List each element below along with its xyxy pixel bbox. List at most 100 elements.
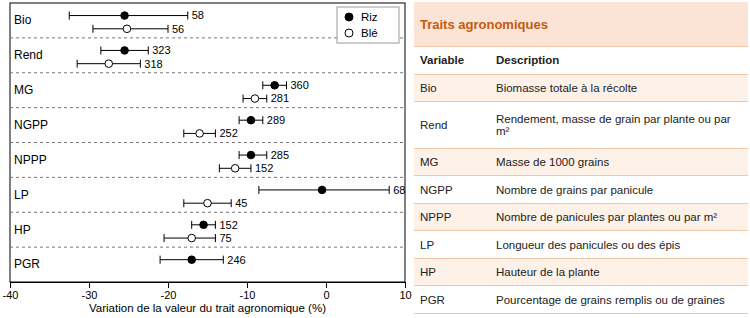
category-label: HP [14, 223, 31, 237]
n-label: 152 [219, 219, 237, 231]
dot [231, 165, 239, 173]
dot [188, 256, 196, 264]
error-cap [266, 151, 267, 159]
error-cap [250, 164, 251, 172]
x-tick-label: 10 [399, 289, 411, 301]
dot [123, 25, 131, 33]
n-label: 68 [393, 184, 405, 196]
variable-cell: Bio [414, 74, 490, 102]
n-label: 323 [152, 44, 170, 56]
x-tick-label: -20 [161, 289, 177, 301]
error-cap [100, 46, 101, 54]
n-label: 246 [227, 254, 245, 266]
table-row: LPLongueur des panicules ou des épis [414, 231, 748, 259]
description-cell: Longueur des panicules ou des épis [490, 231, 748, 259]
x-tick: -20 [161, 282, 177, 301]
table-title: Traits agronomiques [414, 2, 748, 47]
x-tick-label: 0 [323, 289, 329, 301]
table-row: MGMasse de 1000 grains [414, 148, 748, 176]
plot-frame [10, 3, 405, 282]
x-tick: 10 [399, 282, 411, 301]
x-tick-mark [405, 282, 406, 288]
n-label: 281 [271, 92, 289, 104]
error-cap [215, 129, 216, 137]
n-label: 58 [192, 9, 204, 21]
x-tick-mark [10, 282, 11, 288]
x-tick-label: -10 [240, 289, 256, 301]
n-label: 252 [219, 127, 237, 139]
error-cap [215, 221, 216, 229]
separator [10, 212, 405, 213]
category-label: NPPP [14, 153, 47, 167]
error-cap [266, 95, 267, 103]
variable-cell: Rend [414, 102, 490, 149]
error-cap [243, 95, 244, 103]
description-cell: Nombre de grains par panicule [490, 176, 748, 204]
error-cap [239, 151, 240, 159]
error-cap [92, 25, 93, 33]
n-label: 152 [255, 162, 273, 174]
dot [318, 186, 326, 194]
legend-label: Blé [361, 27, 378, 39]
x-axis-line [11, 282, 406, 283]
description-cell: Nombre de panicules par plantes ou par m… [490, 203, 748, 231]
x-tick: -40 [3, 282, 19, 301]
error-cap [262, 81, 263, 89]
column-header: Description [490, 47, 748, 75]
category-label: PGR [14, 257, 40, 271]
dot [251, 95, 259, 103]
x-tick-label: -30 [82, 289, 98, 301]
error-cap [219, 164, 220, 172]
variable-cell: NGPP [414, 176, 490, 204]
series-1 [77, 25, 267, 242]
error-cap [262, 116, 263, 124]
y-tick: MG [14, 83, 33, 97]
description-cell: Hauteur de la plante [490, 258, 748, 286]
error-cap [258, 186, 259, 194]
error-cap [148, 46, 149, 54]
traits-table: Traits agronomiquesVariableDescriptionBi… [414, 2, 748, 314]
table-row: BioBiomasse totale à la récolte [414, 74, 748, 102]
y-tick: HP [14, 223, 31, 237]
error-cap [168, 25, 169, 33]
n-label: 75 [219, 232, 231, 244]
y-tick: NGPP [14, 118, 48, 132]
table-header-row: VariableDescription [414, 47, 748, 75]
n-labels: 5832336028928568152246563182812521524575 [144, 9, 405, 265]
table-title-row: Traits agronomiques [414, 2, 748, 47]
description-cell: Masse de 1000 grains [490, 148, 748, 176]
separator [10, 72, 405, 73]
error-cap [164, 234, 165, 242]
category-label: Rend [14, 48, 43, 62]
x-tick: -10 [240, 282, 256, 301]
dot [247, 116, 255, 124]
error-cap [183, 129, 184, 137]
legend-label: Riz [361, 11, 378, 23]
error-cap [239, 116, 240, 124]
x-tick-label: -40 [3, 289, 19, 301]
variable-cell: LP [414, 231, 490, 259]
error-cap [160, 256, 161, 264]
n-label: 56 [172, 23, 184, 35]
y-axis: BioRendMGNGPPNPPPLPHPPGR [14, 13, 48, 271]
x-tick-mark [89, 282, 90, 288]
y-tick: Bio [14, 13, 32, 27]
category-label: NGPP [14, 118, 48, 132]
x-tick: 0 [323, 282, 329, 301]
error-cap [69, 12, 70, 20]
x-tick: -30 [82, 282, 98, 301]
error-cap [187, 12, 188, 20]
y-tick: Rend [14, 48, 43, 62]
error-cap [140, 60, 141, 68]
dot [247, 151, 255, 159]
variable-cell: HP [414, 258, 490, 286]
error-cap [223, 256, 224, 264]
column-header: Variable [414, 47, 490, 75]
dot [200, 221, 208, 229]
error-cap [77, 60, 78, 68]
x-axis: -40 -30 -20 -10 0 10 [3, 282, 412, 301]
legend: Riz Blé [337, 7, 399, 43]
x-tick-mark [168, 282, 169, 288]
y-tick: NPPP [14, 153, 47, 167]
dot [105, 60, 113, 68]
